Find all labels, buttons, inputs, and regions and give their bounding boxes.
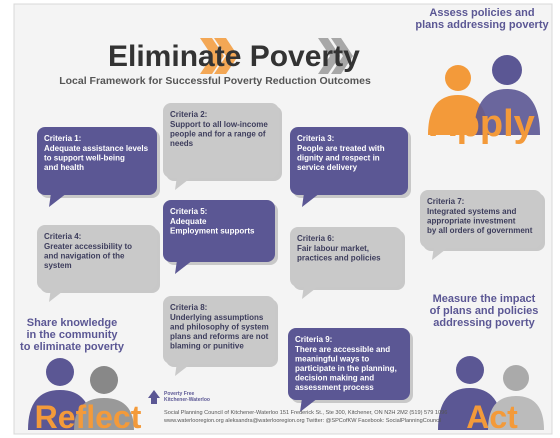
stage-heading: Assess policies and [429, 7, 534, 19]
criteria-text: participate in the planning, [295, 364, 397, 373]
criteria-text: plans and reforms are not [170, 332, 269, 341]
criteria-label: Criteria 3: [297, 134, 334, 143]
criteria-text: Support to all low-income [170, 120, 268, 129]
criteria-label: Criteria 6: [297, 234, 334, 243]
criteria-text: and health [44, 163, 84, 172]
stage-heading: addressing poverty [433, 317, 535, 329]
stage-heading: Share knowledge [27, 317, 117, 329]
criteria-label: Criteria 8: [170, 303, 207, 312]
criteria-text: Integrated systems and [427, 207, 516, 216]
criteria-text: and navigation of the [44, 252, 125, 261]
stage-word: Apply [429, 103, 535, 145]
stage-heading: in the community [26, 329, 118, 341]
criteria-text: Greater accessibility to [44, 242, 132, 251]
criteria-text: to support well-being [44, 154, 125, 163]
criteria-text: There are accessible and [295, 345, 390, 354]
criteria-text: by all orders of government [427, 226, 533, 235]
criteria-label: Criteria 2: [170, 110, 207, 119]
stage-heading: of plans and policies [430, 305, 539, 317]
criteria-text: assessment process [295, 383, 374, 392]
footer-text: Social Planning Council of Kitchener-Wat… [164, 410, 447, 416]
stage-word: Reflect [35, 399, 142, 435]
criteria-text: and philosophy of system [170, 323, 269, 332]
stage-word: Act [466, 399, 518, 435]
infographic: Eliminate Poverty Local Framework for Su… [0, 0, 560, 438]
criteria-label: Criteria 9: [295, 335, 332, 344]
footer-text: www.waterlooregion.org aleksandra@waterl… [163, 418, 441, 424]
criteria-text: meaningful ways to [295, 355, 369, 364]
criteria-text: service delivery [297, 163, 358, 172]
criteria-text: practices and policies [297, 254, 381, 263]
criteria-text: decision making and [295, 374, 374, 383]
criteria-text: Employment supports [170, 227, 255, 236]
criteria-label: Criteria 4: [44, 232, 81, 241]
subtitle: Local Framework for Successful Poverty R… [59, 75, 371, 87]
criteria-text: Adequate assistance levels [44, 144, 149, 153]
criteria-text: Fair labour market, [297, 244, 369, 253]
criteria-text: system [44, 261, 72, 270]
criteria-text: People are treated with [297, 144, 385, 153]
criteria-text: Underlying assumptions [170, 313, 264, 322]
logo-text: Kitchener-Waterloo [164, 397, 210, 403]
title: Eliminate Poverty [108, 40, 360, 73]
stage-heading: to eliminate poverty [20, 341, 125, 353]
criteria-label: Criteria 1: [44, 134, 81, 143]
criteria-text: blaming or punitive [170, 342, 244, 351]
criteria-text: needs [170, 139, 194, 148]
criteria-text: appropriate investment [427, 217, 516, 226]
criteria-label: Criteria 5: [170, 207, 207, 216]
stage-heading: plans addressing poverty [415, 19, 549, 31]
criteria-text: people and for a range of [170, 130, 266, 139]
criteria-text: dignity and respect in [297, 154, 380, 163]
criteria-text: Adequate [170, 217, 207, 226]
stage-heading: Measure the impact [433, 293, 536, 305]
criteria-label: Criteria 7: [427, 197, 464, 206]
